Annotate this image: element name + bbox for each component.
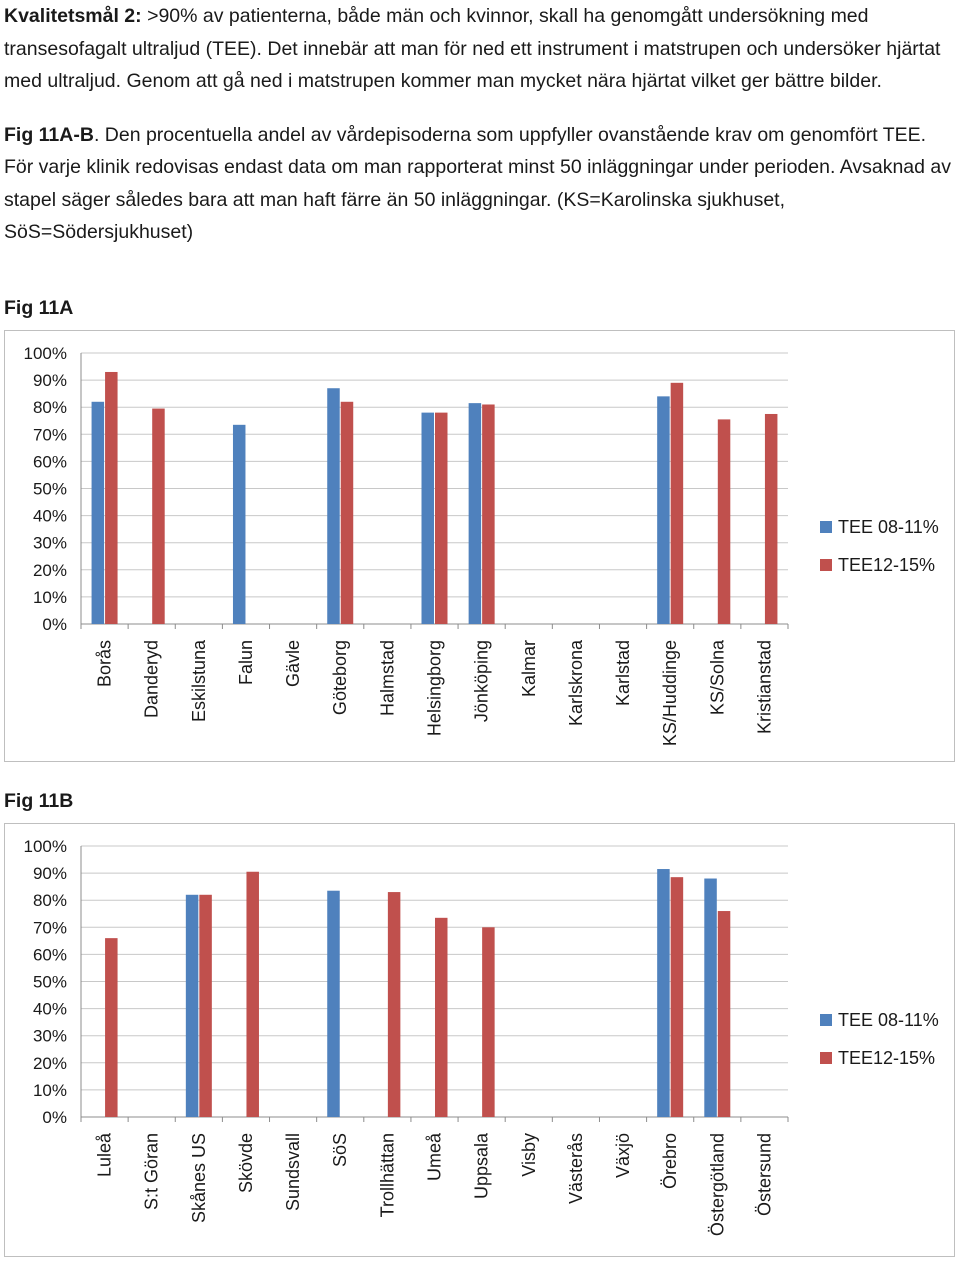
figure-caption: Fig 11A-B. Den procentuella andel av vår… xyxy=(4,119,956,249)
chart-11a-y-tick-label: 30% xyxy=(33,534,67,553)
chart-11b-category-label: Trollhättan xyxy=(377,1133,397,1217)
chart-11a-y-tick-label: 100% xyxy=(24,344,67,363)
fig-11a-title: Fig 11A xyxy=(4,297,74,319)
chart-11a-category-label: Jönköping xyxy=(472,640,492,722)
intro-text: Kvalitetsmål 2: >90% av patienterna, båd… xyxy=(4,0,956,249)
chart-11a-category-label: KS/Huddinge xyxy=(660,640,680,746)
chart-11b-category-label: Visby xyxy=(519,1133,539,1177)
chart-11a-y-tick-label: 50% xyxy=(33,480,67,499)
chart-11a-bar-tee-08-11 xyxy=(327,388,340,624)
chart-11a-legend-swatch xyxy=(820,521,832,533)
chart-11b-legend-label: TEE 08-11% xyxy=(838,1010,939,1030)
chart-11b-category-label: Västerås xyxy=(566,1133,586,1204)
quality-goal-label: Kvalitetsmål 2: xyxy=(4,5,142,27)
chart-11b-bar-tee-08-11 xyxy=(185,894,199,1117)
chart-11a-bar-tee-12-15 xyxy=(435,412,448,624)
chart-11b-y-tick-label: 60% xyxy=(33,945,67,964)
chart-11b-bar-tee-12-15 xyxy=(482,927,495,1117)
chart-11b-y-tick-label: 40% xyxy=(33,1000,67,1019)
chart-11a-bar-tee-08-11 xyxy=(421,412,434,624)
chart-11a-y-tick-label: 80% xyxy=(33,398,67,417)
chart-11a-bar-tee-12-15 xyxy=(670,382,684,624)
chart-11b-y-tick-label: 100% xyxy=(24,837,67,856)
chart-11a-category-label: KS/Solna xyxy=(707,639,727,715)
chart-11a-category-label: Borås xyxy=(95,640,115,687)
chart-11a-y-tick-label: 60% xyxy=(33,452,67,471)
chart-11a-legend-label: TEE12-15% xyxy=(838,555,935,575)
chart-11b-bar-tee-12-15 xyxy=(105,938,118,1117)
chart-11a-category-label: Halmstad xyxy=(377,640,397,716)
chart-11b: 0% 10% 20% 30% 40% 50% 60% 70% 80% 90% 100% Luleå S:… xyxy=(24,837,939,1236)
figure-caption-label: Fig 11A-B xyxy=(4,123,94,146)
chart-11b-bar-tee-08-11 xyxy=(704,878,717,1117)
chart-11a-legend-label: TEE 08-11% xyxy=(838,517,939,537)
chart-11b-bar-tee-12-15 xyxy=(199,894,212,1117)
chart-11b-y-tick-label: 50% xyxy=(33,973,67,992)
chart-11a-bar-tee-12-15 xyxy=(340,401,354,624)
chart-11b-category-label: Umeå xyxy=(425,1132,445,1181)
chart-11b-bar-tee-12-15 xyxy=(670,877,684,1117)
chart-11a-bar-tee-12-15 xyxy=(764,413,778,624)
chart-11b-y-tick-label: 10% xyxy=(33,1081,67,1100)
chart-11a-bar-tee-08-11 xyxy=(468,403,482,624)
chart-11a-category-label: Kalmar xyxy=(519,640,539,697)
chart-11a-category-label: Falun xyxy=(236,640,256,685)
chart-11a-category-label: Danderyd xyxy=(142,640,162,718)
chart-11b-category-label: Uppsala xyxy=(472,1132,492,1199)
chart-11b-category-label: Luleå xyxy=(95,1132,115,1177)
chart-11b-category-label: Örebro xyxy=(660,1133,680,1189)
figure-caption-text: . Den procentuella andel av vårdepisoder… xyxy=(4,123,952,244)
chart-11b-category-label: SöS xyxy=(330,1133,350,1167)
chart-11a-bar-tee-12-15 xyxy=(482,404,495,624)
chart-11a-category-label: Helsingborg xyxy=(425,640,445,736)
chart-11b-bar-tee-08-11 xyxy=(327,890,340,1117)
chart-11b-y-tick-label: 70% xyxy=(33,918,67,937)
chart-11a-bar-tee-08-11 xyxy=(657,396,670,624)
chart-11b-y-tick-label: 80% xyxy=(33,891,67,910)
chart-11a-bar-tee-12-15 xyxy=(717,419,731,624)
chart-11b-category-label: Växjö xyxy=(613,1133,633,1178)
chart-11a-legend-swatch xyxy=(820,559,832,571)
chart-11b-legend-swatch xyxy=(820,1052,832,1064)
chart-11a-bar-tee-12-15 xyxy=(105,371,118,624)
chart-11b-category-label: Skånes US xyxy=(189,1133,209,1223)
chart-11a-bar-tee-08-11 xyxy=(91,401,105,624)
chart-11a: 0% 10% 20% 30% 40% 50% 60% 70% 80% 90% 100% Borås Da… xyxy=(24,344,939,746)
chart-11a-bar-tee-08-11 xyxy=(232,424,246,624)
chart-11a-category-label: Kristianstad xyxy=(754,640,774,734)
chart-11a-frame: 0% 10% 20% 30% 40% 50% 60% 70% 80% 90% 100% Borås Da… xyxy=(4,330,955,762)
quality-goal-paragraph: Kvalitetsmål 2: >90% av patienterna, båd… xyxy=(4,0,956,98)
chart-11b-y-tick-label: 90% xyxy=(33,864,67,883)
chart-11b-category-label: Skövde xyxy=(236,1133,256,1193)
chart-11a-category-label: Karlstad xyxy=(613,640,633,706)
chart-11b-bar-tee-08-11 xyxy=(657,869,670,1117)
chart-11b-bar-tee-12-15 xyxy=(435,917,448,1117)
chart-11a-y-tick-label: 10% xyxy=(33,588,67,607)
chart-11b-y-tick-label: 20% xyxy=(33,1054,67,1073)
chart-11b-category-label: Östergötland xyxy=(707,1133,727,1236)
chart-11a-y-tick-label: 90% xyxy=(33,371,67,390)
chart-11a-y-tick-label: 70% xyxy=(33,425,67,444)
chart-11b-frame: 0% 10% 20% 30% 40% 50% 60% 70% 80% 90% 100% Luleå S:… xyxy=(4,823,955,1257)
chart-11b-category-label: S:t Göran xyxy=(142,1133,162,1210)
chart-11b-bar-tee-12-15 xyxy=(387,892,401,1117)
chart-11a-category-label: Gävle xyxy=(283,640,303,687)
fig-11b-title: Fig 11B xyxy=(4,790,74,812)
chart-11b-legend-label: TEE12-15% xyxy=(838,1048,935,1068)
chart-11a-y-tick-label: 40% xyxy=(33,507,67,526)
chart-11a-category-label: Eskilstuna xyxy=(189,639,209,722)
chart-11a-y-tick-label: 0% xyxy=(42,615,67,634)
chart-11b-y-tick-label: 0% xyxy=(42,1108,67,1127)
quality-goal-text: >90% av patienterna, både män och kvinno… xyxy=(4,5,941,92)
chart-11a-y-tick-label: 20% xyxy=(33,561,67,580)
chart-11b-y-tick-label: 30% xyxy=(33,1027,67,1046)
chart-11a-category-label: Göteborg xyxy=(330,640,350,715)
chart-11b-bar-tee-12-15 xyxy=(717,911,731,1117)
chart-11b-category-label: Östersund xyxy=(754,1133,774,1216)
chart-11b-legend-swatch xyxy=(820,1014,832,1026)
chart-11b-bar-tee-12-15 xyxy=(246,871,259,1117)
chart-11a-bar-tee-12-15 xyxy=(152,408,165,624)
chart-11b-category-label: Sundsvall xyxy=(283,1133,303,1211)
chart-11a-category-label: Karlskrona xyxy=(566,639,586,726)
